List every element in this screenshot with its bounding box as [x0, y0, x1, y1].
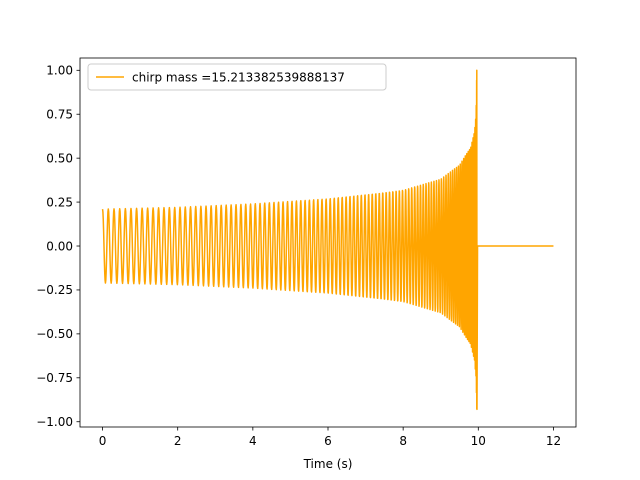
legend-label: chirp mass =15.213382539888137 — [132, 71, 345, 85]
y-tick-label: −1.00 — [36, 415, 73, 429]
x-tick-label: 8 — [399, 434, 407, 448]
x-tick-label: 10 — [471, 434, 486, 448]
y-tick-label: 0.75 — [46, 108, 73, 122]
legend: chirp mass =15.213382539888137 — [87, 63, 387, 91]
x-tick-label: 4 — [249, 434, 257, 448]
y-tick-label: −0.50 — [36, 327, 73, 341]
data-layer — [101, 69, 554, 411]
y-tick-label: 0.00 — [46, 239, 73, 253]
y-tick-label: 1.00 — [46, 64, 73, 78]
x-tick-label: 6 — [324, 434, 332, 448]
y-axis: −1.00 −0.75 −0.50 −0.25 0.00 0.25 0.50 0.75 1.00 — [36, 64, 80, 429]
y-tick-label: 0.50 — [46, 151, 73, 165]
series-line-chirp — [101, 69, 554, 411]
x-axis: 0 2 4 6 8 10 12 — [99, 427, 561, 448]
legend-box — [87, 63, 387, 91]
x-tick-label: 2 — [174, 434, 182, 448]
y-tick-label: −0.25 — [36, 283, 73, 297]
x-tick-label: 0 — [99, 434, 107, 448]
y-tick-label: −0.75 — [36, 371, 73, 385]
x-axis-label: Time (s) — [303, 457, 353, 471]
x-tick-label: 12 — [546, 434, 561, 448]
y-tick-label: 0.25 — [46, 195, 73, 209]
